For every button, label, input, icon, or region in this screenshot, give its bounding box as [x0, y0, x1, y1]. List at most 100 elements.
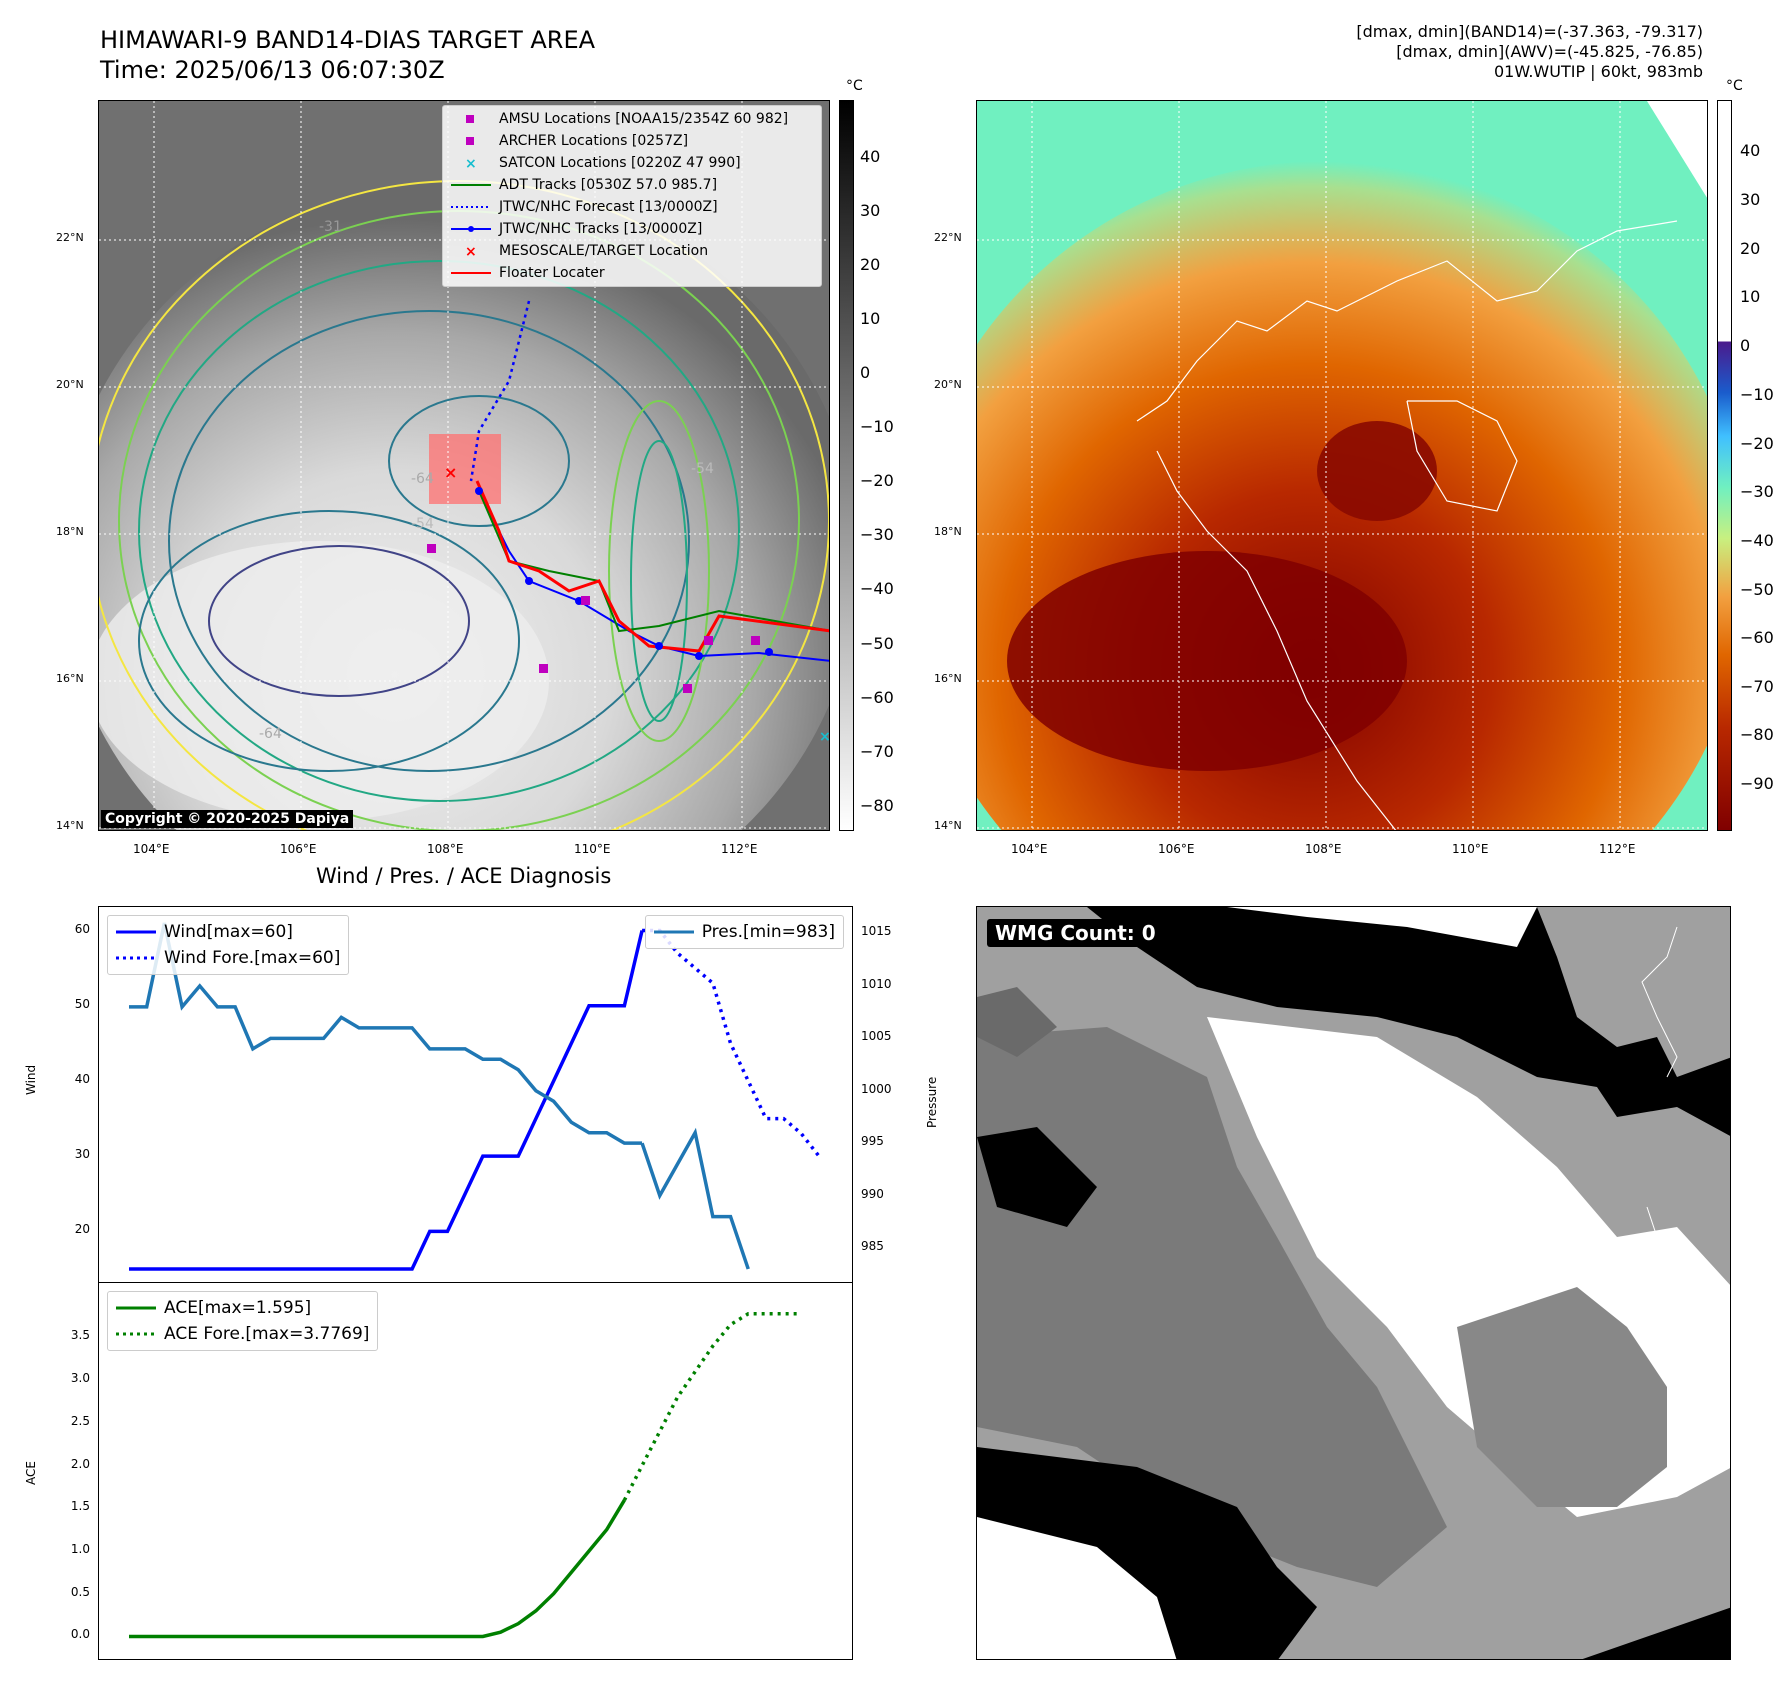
contour-label: -64 [411, 471, 434, 487]
map-legend: AMSU Locations [NOAA15/2354Z 60 982] ARCH… [442, 105, 822, 287]
colorbar-band14-tick: 0 [860, 363, 871, 382]
map-lon-tick: 110°E [574, 842, 611, 856]
contour-label: -54 [691, 461, 714, 477]
y-tick-label: 1.0 [70, 1542, 90, 1557]
map-legend-swatch [451, 110, 491, 128]
series-line [640, 1127, 750, 1270]
legend-pres: Pres.[min=983] [646, 919, 843, 945]
colorbar-band14-tick: −70 [860, 742, 894, 761]
colorbar-awv-tick: −50 [1740, 580, 1774, 599]
colorbar-awv-tick: −40 [1740, 531, 1774, 550]
wind-legend: Wind[max=60] Wind Fore.[max=60] [107, 915, 350, 975]
target-marker: × [444, 463, 457, 482]
info-line1: [dmax, dmin](BAND14)=(-37.363, -79.317) [1356, 22, 1703, 41]
y-tick-label: 60 [74, 921, 90, 936]
legend-wind-fore: Wind Fore.[max=60] [108, 945, 348, 971]
map-lat-tick: 22°N [934, 231, 962, 244]
map-legend-swatch: × [451, 154, 491, 172]
y-right-tick-label: 995 [861, 1134, 884, 1149]
legend-wind-fore-swatch [116, 956, 156, 960]
contour-label: -31 [319, 219, 342, 235]
colorbar-awv-unit: °C [1726, 78, 1743, 94]
pres-legend: Pres.[min=983] [644, 915, 844, 949]
colorbar-band14-tick: −60 [860, 688, 894, 707]
colorbar-band14-tick: −50 [860, 634, 894, 653]
y-right-tick-label: 1010 [861, 976, 892, 991]
colorbar-awv-tick: −70 [1740, 677, 1774, 696]
contour-label: -54 [411, 516, 434, 532]
map-lon-tick: 112°E [1599, 842, 1636, 856]
map-legend-label: Floater Locater [499, 265, 605, 281]
info-line2: [dmax, dmin](AWV)=(-45.825, -76.85) [1396, 42, 1703, 61]
legend-wind-fore-label: Wind Fore.[max=60] [164, 948, 341, 968]
y-tick-label: 3.5 [70, 1328, 90, 1343]
map-legend-swatch [451, 220, 491, 238]
map-lon-tick: 106°E [280, 842, 317, 856]
y-tick-label: 3.0 [70, 1371, 90, 1386]
colorbar-band14-tick: 40 [860, 147, 881, 166]
map-legend-item: Floater Locater [443, 262, 821, 284]
ace-ylabel: ACE [24, 1461, 38, 1485]
map-lon-tick: 110°E [1452, 842, 1489, 856]
legend-wind: Wind[max=60] [108, 919, 348, 945]
wind-fore--line [642, 928, 821, 1158]
y-tick-label: 2.0 [70, 1456, 90, 1471]
y-tick-label: 1.5 [70, 1499, 90, 1514]
y-right-tick-label: 990 [861, 1186, 884, 1201]
colorbar-band14-tick: 10 [860, 309, 881, 328]
pressure-ylabel: Pressure [925, 1076, 939, 1128]
legend-wind-swatch [116, 930, 156, 934]
map-legend-swatch [451, 198, 491, 216]
map-legend-item: JTWC/NHC Forecast [13/0000Z] [443, 196, 821, 218]
colorbar-awv [1717, 100, 1732, 831]
map-legend-label: SATCON Locations [0220Z 47 990] [499, 155, 741, 171]
map-lat-tick: 18°N [934, 525, 962, 538]
legend-ace-fore-swatch [116, 1332, 156, 1336]
legend-pres-swatch [653, 930, 694, 934]
map-legend-label: ADT Tracks [0530Z 57.0 985.7] [499, 177, 718, 193]
ace-plot [129, 1312, 802, 1639]
colorbar-band14-tick: −20 [860, 471, 894, 490]
map-lat-tick: 20°N [934, 378, 962, 391]
wind-pressure-chart: Wind[max=60] Wind Fore.[max=60] Pres.[mi… [98, 906, 853, 1284]
map-lat-tick: 20°N [56, 378, 84, 391]
y-right-tick-label: 1000 [861, 1081, 892, 1096]
y-tick-label: 0.5 [70, 1584, 90, 1599]
colorbar-band14-tick: −30 [860, 525, 894, 544]
colorbar-awv-tick: −80 [1740, 725, 1774, 744]
legend-ace: ACE[max=1.595] [108, 1295, 377, 1321]
map-lat-tick: 14°N [934, 819, 962, 832]
colorbar-awv-tick: 0 [1740, 336, 1751, 355]
legend-wind-label: Wind[max=60] [164, 922, 293, 942]
map-lon-tick: 108°E [1305, 842, 1342, 856]
copyright: Copyright © 2020-2025 Dapiya [101, 810, 354, 828]
map-legend-swatch [451, 264, 491, 282]
colorbar-awv-tick: 30 [1740, 190, 1761, 209]
colorbar-band14 [839, 100, 854, 831]
map-lat-tick: 16°N [934, 672, 962, 685]
satcon-marker: × [819, 729, 830, 745]
map-legend-item: AMSU Locations [NOAA15/2354Z 60 982] [443, 108, 821, 130]
band14-map: × × -31 -64 -54 -54 -64 Copyright © 2020… [98, 100, 830, 831]
page-title-line1: HIMAWARI-9 BAND14-DIAS TARGET AREA [100, 26, 596, 54]
svg-text:×: × [465, 244, 477, 260]
ace-chart: ACE[max=1.595] ACE Fore.[max=3.7769] [98, 1282, 853, 1660]
colorbar-band14-tick: −10 [860, 417, 894, 436]
wmg-panel: WMG Count: 0 [976, 906, 1731, 1660]
y-tick-label: 20 [74, 1222, 90, 1237]
map-lat-tick: 18°N [56, 525, 84, 538]
map-lon-tick: 106°E [1158, 842, 1195, 856]
map-lat-tick: 16°N [56, 672, 84, 685]
page-title-line2: Time: 2025/06/13 06:07:30Z [100, 56, 445, 84]
legend-pres-label: Pres.[min=983] [701, 922, 835, 942]
map-legend-label: AMSU Locations [NOAA15/2354Z 60 982] [499, 111, 789, 127]
ace-legend: ACE[max=1.595] ACE Fore.[max=3.7769] [107, 1291, 379, 1351]
map-legend-label: JTWC/NHC Tracks [13/0000Z] [499, 221, 703, 237]
y-tick-label: 50 [74, 996, 90, 1011]
colorbar-awv-tick: 20 [1740, 239, 1761, 258]
colorbar-awv-tick: −60 [1740, 628, 1774, 647]
map-lon-tick: 108°E [427, 842, 464, 856]
wmg-drawing [977, 907, 1730, 1659]
y-tick-label: 0.0 [70, 1627, 90, 1642]
y-tick-label: 30 [74, 1147, 90, 1162]
